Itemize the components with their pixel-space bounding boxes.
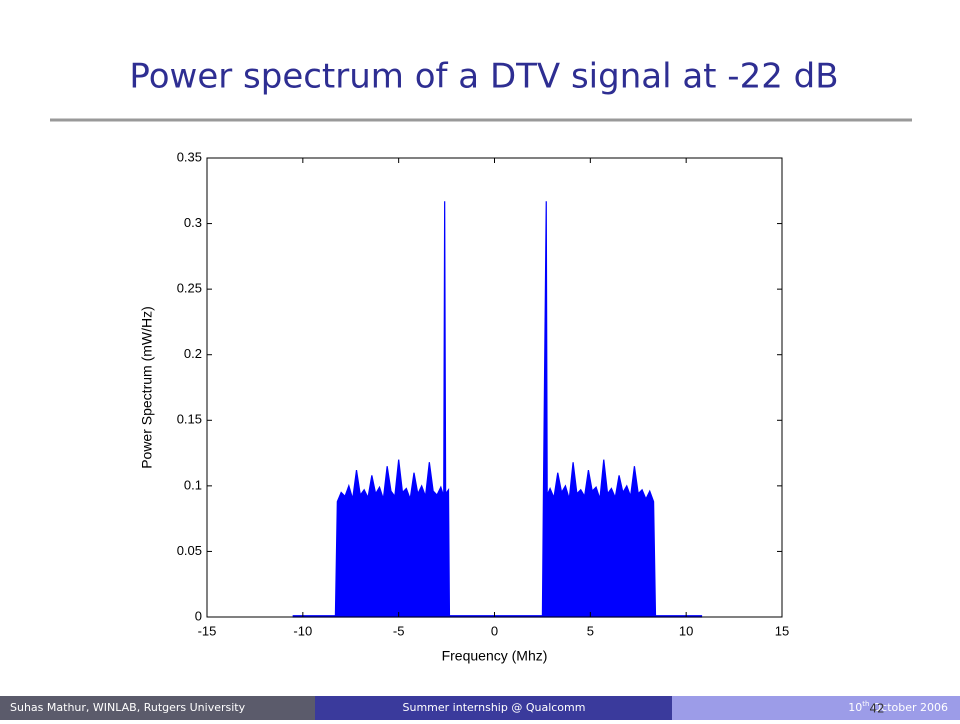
date-rest: October 2006 [872, 701, 948, 714]
footer-date: 10th October 2006 [848, 700, 948, 714]
slide-title: Power spectrum of a DTV signal at -22 dB [129, 57, 838, 97]
x-tick-label: -10 [293, 623, 312, 638]
y-tick-label: 0.2 [184, 346, 202, 361]
footer-left-bg [0, 696, 315, 720]
x-tick-label: 0 [491, 623, 498, 638]
x-tick-label: 15 [775, 623, 789, 638]
page-number: 42 [869, 702, 884, 716]
y-tick-label: 0 [195, 608, 202, 623]
footer-author: Suhas Mathur, WINLAB, Rutgers University [10, 701, 246, 714]
x-tick-label: 10 [679, 623, 693, 638]
footer-mid-bg [315, 696, 672, 720]
x-tick-label: -5 [393, 623, 405, 638]
y-tick-label: 0.05 [177, 543, 202, 558]
plot-area [207, 158, 782, 617]
spectrum-area [292, 201, 703, 618]
date-suffix: th [862, 700, 869, 708]
y-tick-label: 0.15 [177, 412, 202, 427]
y-tick-label: 0.25 [177, 281, 202, 296]
footer-event: Summer internship @ Qualcomm [403, 701, 586, 714]
x-tick-label: 5 [587, 623, 594, 638]
y-tick-label: 0.35 [177, 149, 202, 164]
x-axis-label: Frequency (Mhz) [442, 648, 548, 664]
footer-right-bg [672, 696, 960, 720]
y-tick-label: 0.3 [184, 215, 202, 230]
y-tick-label: 0.1 [184, 477, 202, 492]
x-tick-label: -15 [198, 623, 217, 638]
chart: -15 -10 -5 0 5 10 15 0 0.05 0.1 0.15 0.2 0.25 0.3 0.35… [139, 149, 790, 663]
y-axis-label: Power Spectrum (mW/Hz) [139, 306, 155, 469]
date-day: 10 [848, 701, 862, 714]
